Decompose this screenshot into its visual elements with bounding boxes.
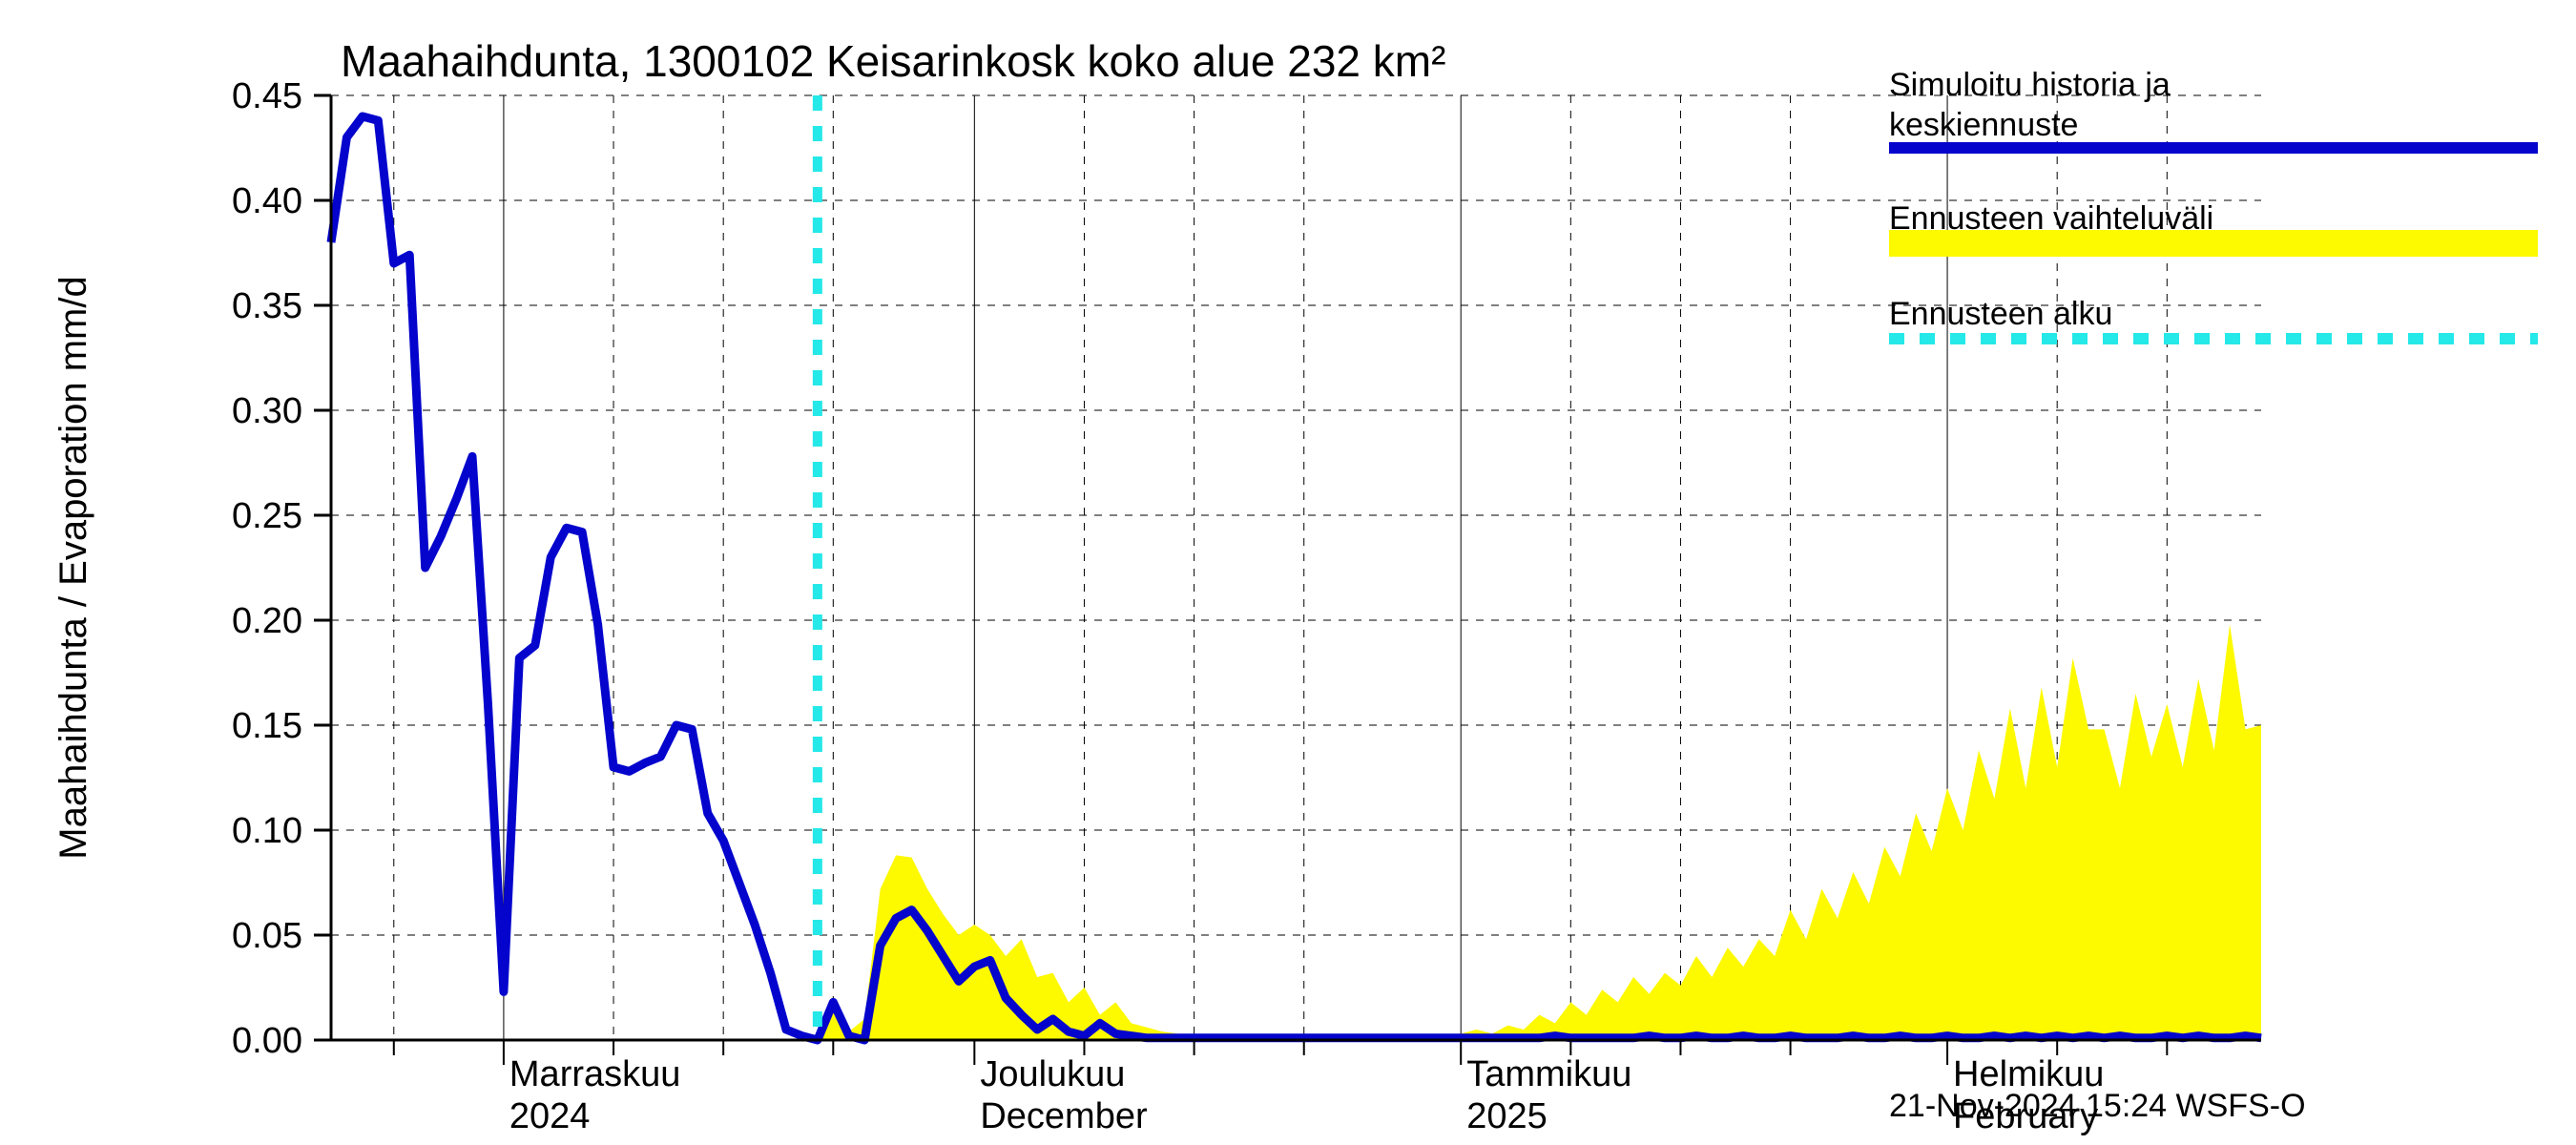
x-month-label-top: Marraskuu (509, 1054, 681, 1094)
chart-title: Maahaihdunta, 1300102 Keisarinkosk koko … (341, 36, 1445, 86)
y-tick-label: 0.30 (232, 391, 302, 431)
x-month-label-top: Tammikuu (1466, 1054, 1631, 1094)
x-month-label-top: Joulukuu (980, 1054, 1125, 1094)
legend-label: Simuloitu historia ja (1889, 67, 2171, 103)
y-axis-label: Maahaihdunta / Evaporation mm/d (52, 276, 94, 859)
legend-label: Ennusteen alku (1889, 296, 2112, 332)
evaporation-chart: 0.00 0.05 0.10 0.15 0.20 0.25 0.30 0.35 0.40 0.45… (0, 0, 2576, 1145)
y-tick-label: 0.35 (232, 286, 302, 326)
y-tick-label: 0.20 (232, 601, 302, 641)
y-tick-label: 0.25 (232, 496, 302, 536)
x-month-label-bottom: 2025 (1466, 1096, 1548, 1136)
x-month-label-bottom: 2024 (509, 1096, 591, 1136)
y-tick-label: 0.40 (232, 181, 302, 221)
chart-container: 0.00 0.05 0.10 0.15 0.20 0.25 0.30 0.35 0.40 0.45… (0, 0, 2576, 1145)
y-tick-label: 0.00 (232, 1021, 302, 1061)
legend-label: keskiennuste (1889, 107, 2078, 143)
timestamp: 21-Nov-2024 15:24 WSFS-O (1889, 1088, 2306, 1124)
x-month-label-bottom: December (980, 1096, 1148, 1136)
y-tick-label: 0.45 (232, 76, 302, 116)
y-tick-label: 0.15 (232, 706, 302, 746)
y-tick-label: 0.05 (232, 916, 302, 956)
y-tick-label: 0.10 (232, 811, 302, 851)
legend-swatch-fill (1889, 230, 2538, 257)
